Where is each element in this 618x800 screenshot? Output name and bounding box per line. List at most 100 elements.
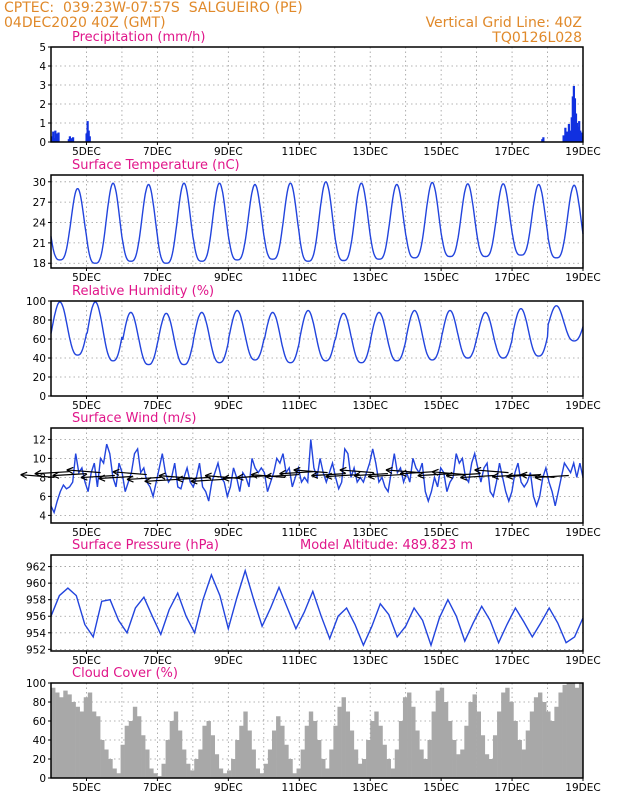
cloud-bar [157,776,162,778]
panel-title: Surface Temperature (nC) [72,158,240,173]
cloud-bar [337,706,342,778]
wind-arrow [176,475,211,483]
wind-arrow [190,477,225,485]
x-tick-label: 9DEC [214,527,243,539]
panel-precip: 0 1 2 3 4 5 5DEC 7DEC 9DEC 11DEC 13DEC 15DEC 17DEC 19… [39,30,600,158]
precip-bar [564,127,567,142]
wind-arrow [112,468,147,476]
y-tick-label: 30 [33,177,46,189]
cloud-bar [480,735,486,778]
cloud-bar [116,773,121,778]
cloud-bar [112,768,117,778]
y-tick-label: 956 [26,611,46,623]
cloud-bar [145,749,150,778]
y-tick-label: 960 [26,578,46,590]
panel-temp: 18 21 24 27 30 5DEC 7DEC 9DEC 11DEC 13DEC 15DEC 17D… [33,158,601,284]
cloud-bar [308,711,314,778]
y-tick-label: 12 [33,434,46,446]
y-tick-label: 40 [33,353,46,365]
cloud-bar [108,759,113,778]
grid-note: Vertical Grid Line: 40Z [425,15,582,31]
x-tick-label: 9DEC [214,272,243,284]
cloud-bar [366,740,371,778]
cloud-bar [452,740,457,778]
panel-title: Surface Pressure (hPa) [72,538,219,553]
y-tick-label: 27 [33,197,46,209]
x-tick-label: 15DEC [423,782,458,794]
plot-frame [50,174,584,269]
panel-rh: 0 20 40 60 80 100 5DEC 7DEC 9DEC 11DEC 13DEC 15DEC 1… [26,284,601,412]
cloud-bar [578,683,584,778]
x-tick-label: 15DEC [423,146,458,158]
cloud-bar [247,730,252,778]
y-tick-label: 1 [39,118,46,130]
cloud-bar [542,702,547,778]
wind-arrow [34,469,69,477]
cloud-bar [210,735,215,778]
cloud-bar [149,768,154,778]
cloud-bar [120,744,125,778]
y-tick-label: 40 [33,735,46,747]
cloud-bar [222,773,228,778]
y-tick-label: 958 [26,595,46,607]
wind-arrow [506,472,541,480]
cloud-bar [525,730,531,778]
cloud-bar [382,744,387,778]
cloud-bar [492,735,498,778]
cloud-bar [497,711,502,778]
precip-bar [52,131,55,142]
cloud-bar [226,770,232,778]
cloud-bar [476,711,481,778]
wind-arrow [265,472,300,480]
panel-title: Cloud Cover (%) [72,666,178,681]
cloud-bar [255,768,261,778]
cloud-bar [292,773,297,778]
cloud-bar [558,692,563,778]
wind-arrow [445,471,481,479]
wind-arrow [293,466,328,474]
y-tick-label: 952 [26,644,46,656]
x-tick-label: 19DEC [565,527,600,539]
cloud-bar [153,773,158,778]
cloud-bar [304,725,310,778]
cloud-bar [374,711,379,778]
cloud-bar [423,759,428,778]
cloud-bar [402,697,408,778]
x-tick-label: 11DEC [282,655,317,667]
cloud-bar [407,692,412,778]
x-tick-label: 19DEC [565,400,600,412]
cloud-bar [464,725,469,778]
wind-arrow [385,466,420,474]
precip-bar [71,137,75,142]
wind-arrow [460,473,495,481]
cloud-bar [235,740,240,778]
precip-bar [562,135,565,142]
x-tick-label: 11DEC [282,146,317,158]
cloud-bar [231,759,236,778]
cloud-bar [67,694,72,778]
cloud-bar [386,759,391,778]
model-altitude: Model Altitude: 489.823 m [300,538,473,553]
cloud-bar [280,725,285,778]
cloud-bar [509,702,514,778]
temp-series-line [50,181,584,264]
x-tick-label: 7DEC [143,655,172,667]
y-tick-label: 21 [33,238,46,250]
cloud-bar [353,749,359,778]
cloud-bar [206,721,211,778]
wind-arrow [52,471,87,479]
cloud-bar [357,763,363,778]
cloud-bar [554,706,559,778]
panel-title: Precipitation (mm/h) [72,30,205,45]
station-title: CPTEC: 039:23W-07:57S SALGUEIRO (PE) [4,0,303,16]
precip-bar [88,136,91,142]
x-tick-label: 9DEC [214,146,243,158]
cloud-bar [349,730,355,778]
x-tick-label: 5DEC [72,400,101,412]
cloud-bar [284,744,289,778]
x-tick-label: 5DEC [72,782,101,794]
wind-arrow [339,466,374,474]
y-tick-label: 0 [39,137,46,149]
cloud-bar [447,721,453,778]
cloud-bar [398,721,404,778]
